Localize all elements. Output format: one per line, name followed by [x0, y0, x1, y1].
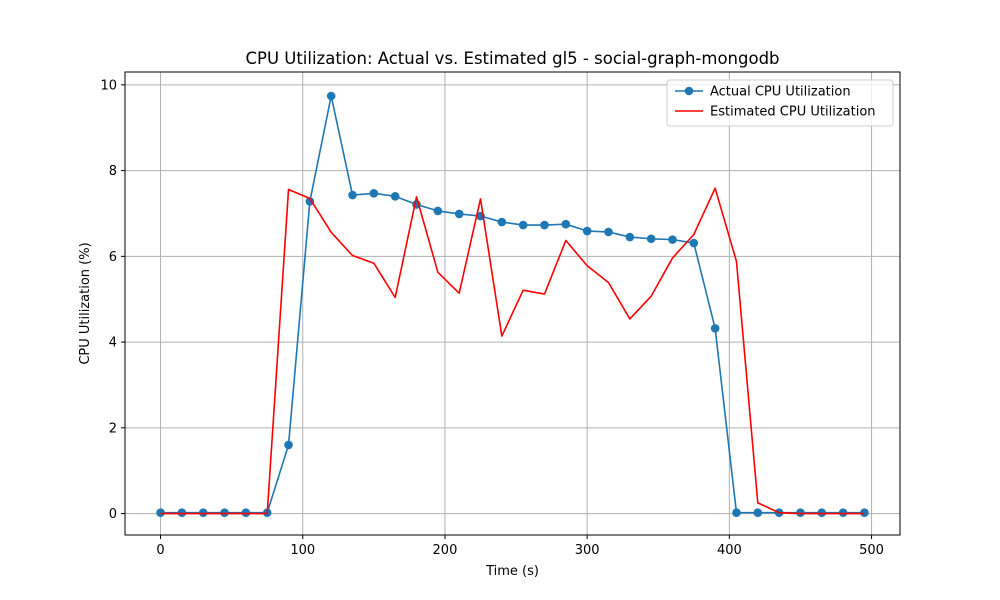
y-tick-label: 0 [109, 507, 117, 522]
series-line-1 [160, 95, 865, 514]
series-1-point [390, 192, 400, 201]
chart-title: CPU Utilization: Actual vs. Estimated gl… [245, 49, 779, 68]
series-1-point [540, 220, 549, 230]
x-tick-label: 500 [859, 543, 884, 558]
series-1-point [454, 209, 464, 219]
series-1-point [796, 508, 805, 518]
series-1-point [518, 220, 528, 230]
series-layer [156, 91, 869, 518]
y-tick-label: 10 [100, 78, 117, 93]
x-tick-label: 400 [717, 543, 742, 558]
series-1-point [646, 234, 656, 244]
series-1-point [689, 238, 699, 248]
legend-swatch-marker [684, 86, 694, 96]
series-1-point [817, 508, 827, 518]
x-tick-label: 200 [433, 543, 458, 558]
series-1-point [604, 227, 613, 237]
legend-box [666, 79, 894, 127]
series-1-point [284, 440, 293, 450]
series-1-point [561, 219, 571, 229]
x-tick-label: 300 [575, 543, 600, 558]
x-tick-label: 100 [290, 543, 315, 558]
series-1-point [177, 508, 187, 518]
y-axis-title: CPU Utilization (%) [78, 242, 93, 364]
series-1-point [625, 232, 635, 242]
series-1-point [220, 508, 229, 518]
series-line-2 [160, 187, 865, 515]
series-1-point [156, 508, 165, 518]
series-1-point [582, 226, 592, 236]
series-1-point [433, 206, 443, 216]
series-1-point [860, 508, 869, 518]
series-1-point [838, 508, 848, 518]
legend-label: Estimated CPU Utilization [710, 105, 876, 120]
series-1-point [668, 235, 677, 244]
plot-frame [124, 71, 901, 536]
series-1-point [198, 508, 208, 518]
grid [125, 72, 900, 535]
legend: Actual CPU Utilization Estimated CPU Util… [666, 79, 894, 127]
axis-ticks: 0 100 200 300 400 500 0 2 4 6 8 10 [100, 78, 884, 558]
series-1-point [497, 217, 507, 227]
series-1-point [710, 324, 720, 333]
legend-label: Actual CPU Utilization [710, 85, 851, 100]
series-1-point [753, 508, 763, 518]
series-1-point [305, 197, 315, 206]
series-1-point [326, 91, 336, 101]
x-tick-label: 0 [156, 543, 164, 558]
series-1-point [241, 508, 251, 518]
series-1-point [369, 189, 379, 198]
series-1-point [348, 190, 357, 200]
y-tick-label: 4 [109, 336, 117, 351]
y-tick-label: 8 [109, 164, 117, 179]
series-1-point [732, 508, 741, 518]
x-axis-title: Time (s) [485, 564, 539, 579]
y-tick-label: 2 [109, 421, 117, 436]
y-tick-label: 6 [109, 250, 117, 265]
